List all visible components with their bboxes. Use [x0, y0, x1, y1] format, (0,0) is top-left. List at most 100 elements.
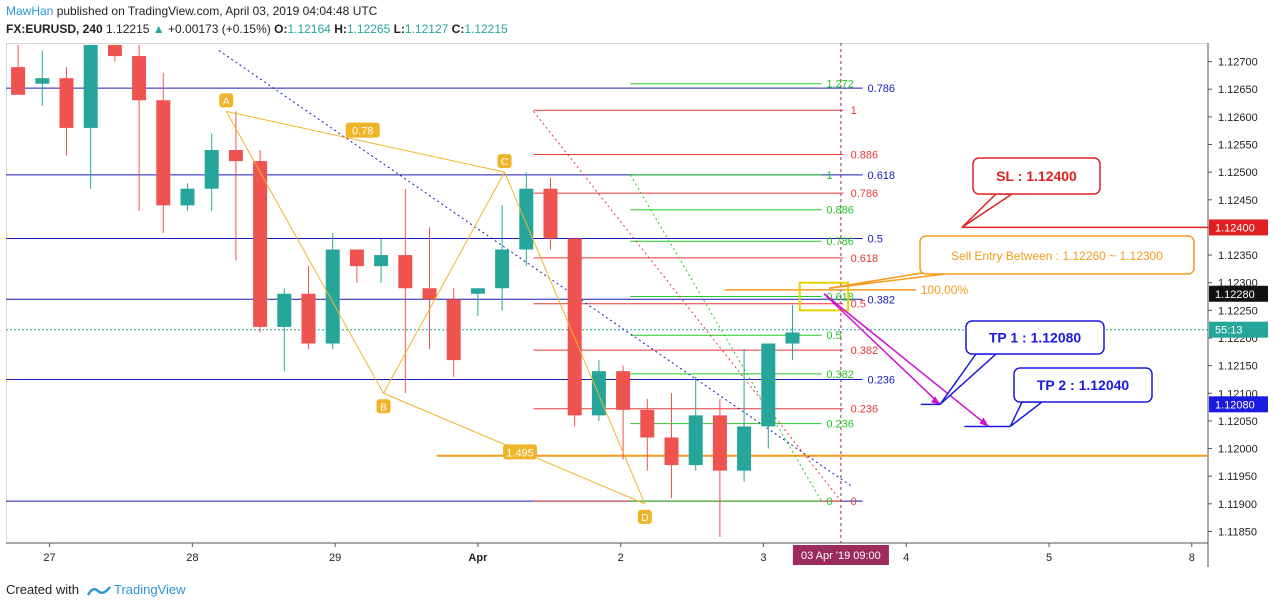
fib-green-label: 0.618 [826, 292, 854, 304]
fib-red-label: 0.5 [851, 299, 866, 311]
x-tick-label: 28 [186, 552, 198, 564]
fib-green-label: 0.236 [826, 419, 854, 431]
y-tick-label: 1.12700 [1218, 57, 1258, 69]
pattern-ratio-label: 1.495 [506, 447, 534, 459]
fib-green-label: 0.5 [826, 330, 841, 342]
pattern-point-badge [637, 509, 652, 524]
candle-body [470, 288, 485, 294]
candle-body [567, 238, 582, 416]
sl-callout-text: SL : 1.12400 [996, 168, 1077, 184]
candle-body [761, 343, 776, 427]
time-cursor-tag [792, 545, 889, 565]
candle-body [277, 293, 292, 327]
pattern-point-label: D [641, 513, 648, 524]
red-trend-line [533, 111, 844, 505]
pattern-point-label: B [380, 402, 387, 413]
pattern-point-label: A [223, 96, 230, 107]
y-tick-label: 1.11850 [1218, 526, 1257, 538]
fib-blue-label: 0.5 [868, 233, 883, 245]
open-value: 1.12164 [287, 22, 331, 36]
pattern-ratio-badge [345, 122, 380, 138]
candle-body [664, 437, 679, 466]
fib-red-label: 0.786 [851, 188, 879, 200]
price-axis-tag-label: 1.12400 [1215, 222, 1255, 234]
tp2-callout-box [1013, 367, 1153, 403]
x-tick-label: 8 [1189, 552, 1195, 564]
sl-callout-box [972, 157, 1101, 195]
tp1-callout-text: TP 1 : 1.12080 [989, 330, 1082, 346]
candle-body [543, 188, 558, 239]
tradingview-logo-icon [86, 585, 111, 596]
fib-green-label: 0.886 [826, 205, 854, 217]
candle-body [204, 150, 219, 189]
candle-body [398, 255, 413, 289]
candle-body [349, 249, 364, 267]
tp1-arrowhead [931, 396, 941, 405]
tp2-arrow [823, 293, 989, 428]
high-value: 1.12265 [346, 22, 391, 36]
y-tick-label: 1.12050 [1218, 416, 1258, 428]
pattern-point-badge [219, 93, 234, 108]
fib-blue-label: 0.786 [868, 83, 896, 95]
green-trend-line [629, 174, 822, 502]
pattern-ratio-badge [503, 444, 538, 460]
candle-body [446, 299, 461, 361]
y-tick-label: 1.12650 [1218, 84, 1258, 96]
close-label: C: [451, 22, 465, 36]
x-tick-label: 27 [43, 552, 55, 564]
candle-body [616, 371, 631, 410]
price-axis-tag-label: 1.12280 [1215, 289, 1255, 301]
price-axis [1208, 43, 1268, 567]
author-name[interactable]: MawHan [6, 4, 54, 18]
candle-body [253, 161, 268, 327]
candle-body [374, 255, 389, 267]
price-axis-tag [1209, 219, 1268, 236]
candle-body [35, 78, 50, 84]
published-text: published on TradingView.com, April 03, … [56, 4, 378, 18]
entry-zone-box [798, 281, 850, 312]
fib-red-label: 0.382 [851, 345, 879, 357]
x-tick-label: 4 [903, 552, 909, 564]
tp2-arrowhead [979, 417, 989, 427]
candle-body [591, 371, 606, 416]
footer: Created with TradingView [6, 582, 186, 598]
candle-body [180, 188, 195, 206]
candle-body [59, 78, 74, 128]
fib-red-label: 0.618 [851, 253, 879, 265]
y-tick-label: 1.12150 [1218, 361, 1258, 373]
candle-body [688, 415, 703, 466]
blue-trend-line [218, 50, 854, 488]
fib-green-label: 0.382 [826, 369, 854, 381]
fib-blue-label: 0.618 [868, 170, 896, 182]
price-axis-tag [1209, 321, 1268, 338]
y-tick-label: 1.12350 [1218, 250, 1258, 262]
symbol-info: FX:EURUSD, 240 1.12215 ▲ +0.00173 (+0.15… [6, 22, 508, 36]
orange-level-label: 100.00% [921, 283, 969, 297]
candle-body [132, 56, 147, 101]
pattern-leg [383, 171, 505, 394]
candle-body [156, 100, 171, 206]
tp1-callout-box [965, 320, 1105, 355]
change-up-icon: ▲ [152, 22, 165, 36]
candle-body [83, 45, 98, 128]
fib-red-label: 1 [851, 105, 857, 117]
x-tick-label: Apr [468, 552, 488, 564]
fib-red-label: 0.236 [851, 404, 879, 416]
fib-blue-label: 0.382 [868, 294, 896, 306]
y-tick-label: 1.11950 [1218, 471, 1257, 483]
fib-green-label: 0 [826, 496, 832, 508]
candle-body [712, 415, 727, 471]
low-value: 1.12127 [404, 22, 449, 36]
price-axis-tag [1209, 396, 1268, 413]
pattern-point-badge [376, 399, 391, 414]
candle-body [422, 288, 437, 300]
high-label: H: [334, 22, 347, 36]
pattern-point-badge [497, 154, 512, 169]
candle-body [228, 150, 243, 162]
tradingview-brand[interactable]: TradingView [114, 582, 186, 597]
pattern-leg [225, 111, 384, 394]
price-chart[interactable]: 1.12700 1.12650 1.12600 1.12550 1.12500 1.124… [6, 43, 1268, 567]
fib-green-label: 0.786 [826, 236, 854, 248]
y-tick-label: 1.12000 [1218, 444, 1258, 456]
price-axis-tag [1209, 285, 1268, 302]
